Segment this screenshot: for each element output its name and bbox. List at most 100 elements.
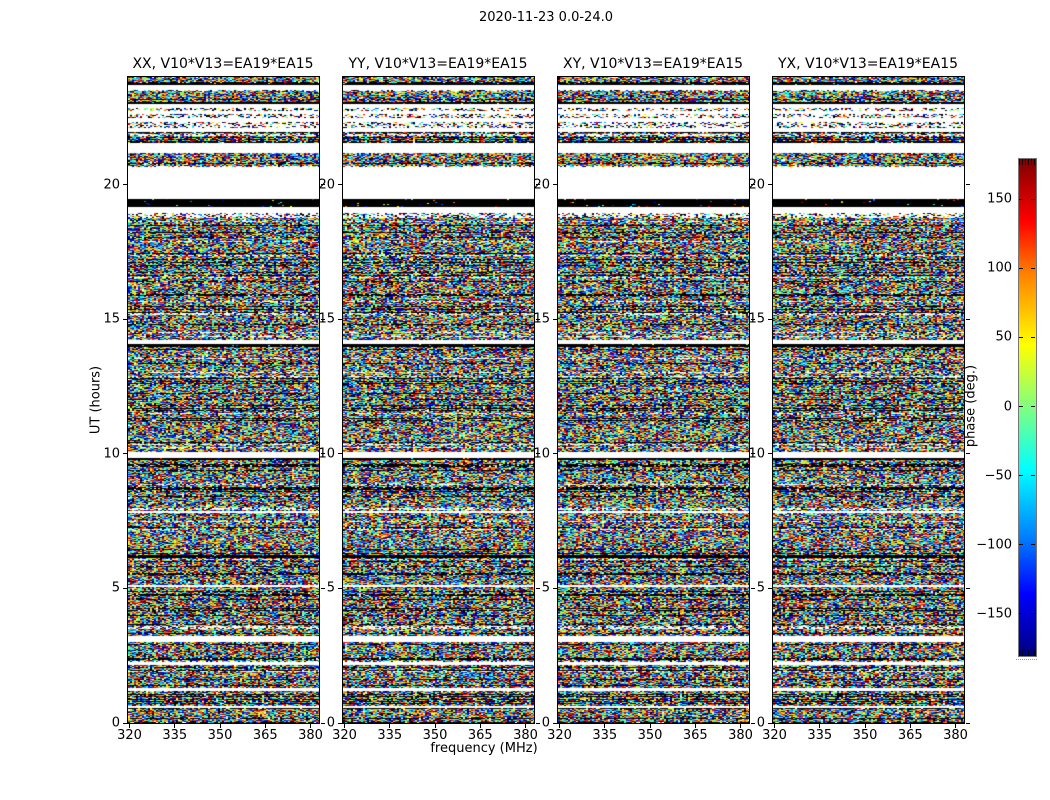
y-tick-label: 15 [318,311,335,327]
y-tick-label: 15 [748,311,765,327]
y-tickmark-right [321,453,325,455]
colorbar-tick-label: −150 [976,606,1012,622]
x-tickmark [559,724,560,728]
colorbar-tick-label: 0 [1003,399,1012,414]
y-tickmark-right [751,318,755,320]
x-tick-label: 320 [547,728,572,743]
x-tick-label: 380 [298,728,323,743]
y-tick-label: 15 [533,311,550,327]
y-tickmark [338,453,342,455]
x-tick-label: 380 [943,728,968,743]
colorbar-gradient [1019,159,1036,656]
y-tickmark [553,722,557,724]
panel-title-yx: YX, V10*V13=EA19*EA15 [777,56,959,72]
panel-title-yy: YY, V10*V13=EA19*EA15 [348,56,528,72]
heatmap-panel-xy [557,76,750,724]
x-tickmark [525,724,527,728]
figure-title: 2020-11-23 0.0-24.0 [479,10,613,25]
y-tick-label: 5 [541,580,550,596]
heatmap-panel-xx [127,76,320,724]
x-tick-label: 350 [637,728,663,743]
y-tickmark [768,453,772,455]
x-tickmark [649,724,651,728]
x-tick-label: 335 [162,728,188,743]
x-tickmark [864,724,866,728]
y-tickmark-right [966,453,970,455]
y-tickmark [768,722,772,724]
y-tickmark [123,453,127,455]
y-tickmark [553,453,557,455]
colorbar-tick-label: 100 [987,260,1012,276]
colorbar-top-comb [1019,159,1036,165]
y-tickmark-right [536,318,540,320]
y-tick-label: 5 [111,580,120,596]
x-tick-label: 350 [852,728,878,743]
y-tickmark-right [536,453,540,455]
x-tick-label: 335 [807,728,833,743]
y-axis-label: UT (hours) [88,365,104,435]
x-tick-label: 320 [762,728,787,743]
y-tickmark [553,184,557,186]
panel-title-xx: XX, V10*V13=EA19*EA15 [132,56,314,72]
x-tick-label: 335 [377,728,403,743]
y-tickmark-right [751,184,755,186]
colorbar [1018,158,1037,657]
y-tickmark-right [321,318,325,320]
x-tickmark [694,724,696,728]
x-tick-label: 335 [592,728,618,743]
y-tickmark [338,722,342,724]
y-tickmark-right [751,587,755,589]
y-tickmark [553,318,557,320]
y-tick-label: 20 [533,177,550,193]
y-tickmark-right [966,722,970,724]
x-tickmark [434,724,436,728]
y-tick-label: 20 [318,177,335,193]
y-tick-label: 20 [748,177,765,193]
x-tick-label: 320 [117,728,142,743]
y-tickmark-right [966,184,970,186]
x-tickmark [909,724,911,728]
colorbar-tick-label: −100 [976,537,1012,553]
y-tickmark [338,184,342,186]
y-tickmark-right [751,722,755,724]
colorbar-bottom-comb [1019,650,1036,656]
x-tickmark [310,724,312,728]
y-tickmark [768,184,772,186]
y-tickmark-right [751,453,755,455]
y-tick-label: 10 [318,446,335,462]
y-tickmark-right [536,587,540,589]
x-tick-label: 320 [332,728,357,743]
y-tickmark-right [321,184,325,186]
y-tickmark [553,587,557,589]
y-tickmark [768,318,772,320]
y-tickmark [123,587,127,589]
y-tick-label: 0 [111,715,120,731]
x-tick-label: 365 [897,728,923,743]
y-tick-label: 20 [103,177,120,193]
y-tickmark-right [966,318,970,320]
x-tickmark [219,724,221,728]
y-tickmark-right [536,184,540,186]
y-tickmark [123,722,127,724]
y-tick-label: 10 [748,446,765,462]
y-tick-label: 0 [326,715,335,731]
colorbar-tick-label: −50 [984,468,1012,484]
y-tickmark [338,587,342,589]
y-tickmark [338,318,342,320]
colorbar-underline-dots [1016,659,1037,660]
y-tickmark [768,587,772,589]
x-tickmark [740,724,742,728]
y-tickmark [123,184,127,186]
x-tickmark [264,724,266,728]
x-tickmark [819,724,821,728]
y-tick-label: 5 [756,580,765,596]
y-tick-label: 0 [541,715,550,731]
x-axis-label: frequency (MHz) [430,741,538,756]
colorbar-tick-label: 150 [987,191,1012,207]
y-tickmark-right [536,722,540,724]
y-tickmark [123,318,127,320]
x-tickmark [604,724,606,728]
x-tickmark [174,724,176,728]
colorbar-tick-label: 50 [995,329,1012,345]
